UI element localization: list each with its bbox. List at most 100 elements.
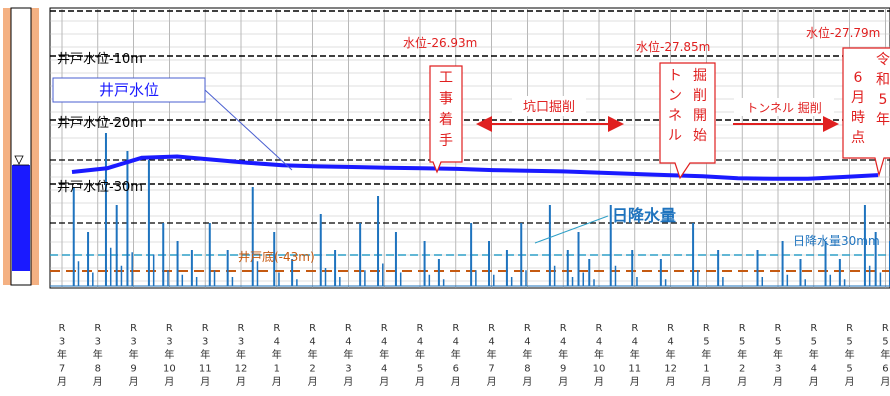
annotation-as-of-col1: 令和 5 年 xyxy=(876,52,890,128)
rainfall-bar xyxy=(278,272,280,286)
rainfall-bar xyxy=(273,232,276,286)
rainfall-bar xyxy=(631,250,634,286)
x-axis-ticks: R 3 年 7 月 R 3 年 8 月 R 3 年 9 月 R 3 年 10 月 R 3 年 11 月 R 3 年 12 月 R 4 年 1 月 R 4… xyxy=(57,323,890,388)
rainfall-bar xyxy=(722,277,724,286)
rainfall-bar xyxy=(470,223,473,286)
rainfall-bar xyxy=(120,265,123,286)
rainfall-bar xyxy=(104,133,107,286)
rainfall-bar xyxy=(324,268,327,286)
x-tick-label: R 3 年 12 月 xyxy=(235,323,248,388)
plot-frame xyxy=(49,7,890,289)
rainfall-bar xyxy=(838,259,841,286)
rainfall-bar xyxy=(72,187,75,286)
rainfall-bar xyxy=(475,270,477,286)
x-tick-label: R 3 年 11 月 xyxy=(199,323,212,388)
x-tick-label: R 3 年 10 月 xyxy=(163,323,176,388)
rainfall-bar xyxy=(786,274,789,286)
rainfall-bar xyxy=(231,277,234,286)
rainfall-bar xyxy=(553,265,556,286)
rainfall-bar xyxy=(609,205,612,286)
rainfall-bar xyxy=(888,241,890,286)
rain-legend-callout: 日降水量 xyxy=(534,206,676,244)
rainfall-bar xyxy=(87,232,90,286)
rainfall-bar xyxy=(208,223,211,286)
rainfall-bar xyxy=(761,277,764,286)
rainfall-bar xyxy=(505,250,508,286)
rainfall-bar xyxy=(843,279,846,286)
rainfall-bar xyxy=(162,223,165,286)
rainfall-bar xyxy=(593,279,595,286)
rainfall-bar xyxy=(614,265,617,286)
annotation-tunnel-start-col1: トンネル xyxy=(668,68,682,144)
well-level-label-10: 井戸水位-10m xyxy=(57,52,143,67)
annotation-level-now: 水位-27.79m xyxy=(806,25,880,40)
rainfall-bar xyxy=(377,196,380,286)
rainfall-bar xyxy=(428,274,431,286)
x-tick-label: R 4 年 11 月 xyxy=(628,323,641,388)
rainfall-bar xyxy=(488,241,491,286)
rainfall-bar xyxy=(863,205,866,286)
rainfall-bar xyxy=(571,277,574,286)
rainfall-bar xyxy=(256,261,259,286)
rainfall-bar xyxy=(291,259,294,286)
level-legend-callout: 井戸水位 xyxy=(52,77,293,171)
rainfall-bar xyxy=(664,279,667,286)
well-level-label-20: 井戸水位-20m xyxy=(57,116,143,131)
rainfall-bar xyxy=(339,277,341,286)
rainfall-bar xyxy=(493,274,495,286)
annotation-portal-excavation: 坑口掘削 xyxy=(523,100,575,115)
rain-30mm-label: 日降水量30mm xyxy=(793,234,880,248)
rainfall-bar xyxy=(359,223,362,286)
rainfall-bar xyxy=(131,252,133,286)
rainfall-bar xyxy=(226,250,229,286)
rainfall-bar xyxy=(717,250,720,286)
rainfall-bar xyxy=(692,223,695,286)
rainfall-bar xyxy=(566,250,569,286)
rainfall-bar xyxy=(582,272,585,286)
annotation-level-start: 水位-26.93m xyxy=(403,35,477,50)
rainfall-bar xyxy=(152,254,155,286)
rainfall-bar xyxy=(319,214,322,286)
rainfall-bar xyxy=(879,272,882,286)
rainfall-bar xyxy=(697,270,699,286)
well-water xyxy=(12,165,30,271)
annotations: 水位-26.93m 水位-27.85m 水位-27.79m 工事着手 坑口掘削 … xyxy=(403,25,890,180)
annotation-level-tunnel: 水位-27.85m xyxy=(636,39,710,54)
rainfall-bar xyxy=(109,247,112,286)
x-tick-label: R 4 年 10 月 xyxy=(593,323,606,388)
rainfall-bar xyxy=(781,241,784,286)
water-surface-icon xyxy=(14,155,24,165)
rainfall-bar xyxy=(147,160,150,286)
rainfall-bar xyxy=(92,272,94,286)
rainfall-bar xyxy=(213,270,216,286)
rainfall-bar xyxy=(520,223,523,286)
plot-grid xyxy=(49,7,890,289)
rainfall-bar xyxy=(824,241,827,286)
legend-daily-rain: 日降水量 xyxy=(612,206,676,225)
well-bottom-label: 井戸底(-43m) xyxy=(238,249,315,264)
legend-well-level: 井戸水位 xyxy=(99,81,159,99)
rainfall-bar xyxy=(181,274,184,286)
well-diagram xyxy=(3,7,39,286)
rainfall-bar xyxy=(756,250,759,286)
rainfall-bar xyxy=(394,232,397,286)
rainfall-bar xyxy=(829,274,832,286)
rainfall-bar xyxy=(296,279,298,286)
rainfall-bar xyxy=(442,279,445,286)
rainfall-bar xyxy=(525,270,527,286)
rainfall-bar xyxy=(399,272,402,286)
rainfall-bar xyxy=(115,205,118,286)
